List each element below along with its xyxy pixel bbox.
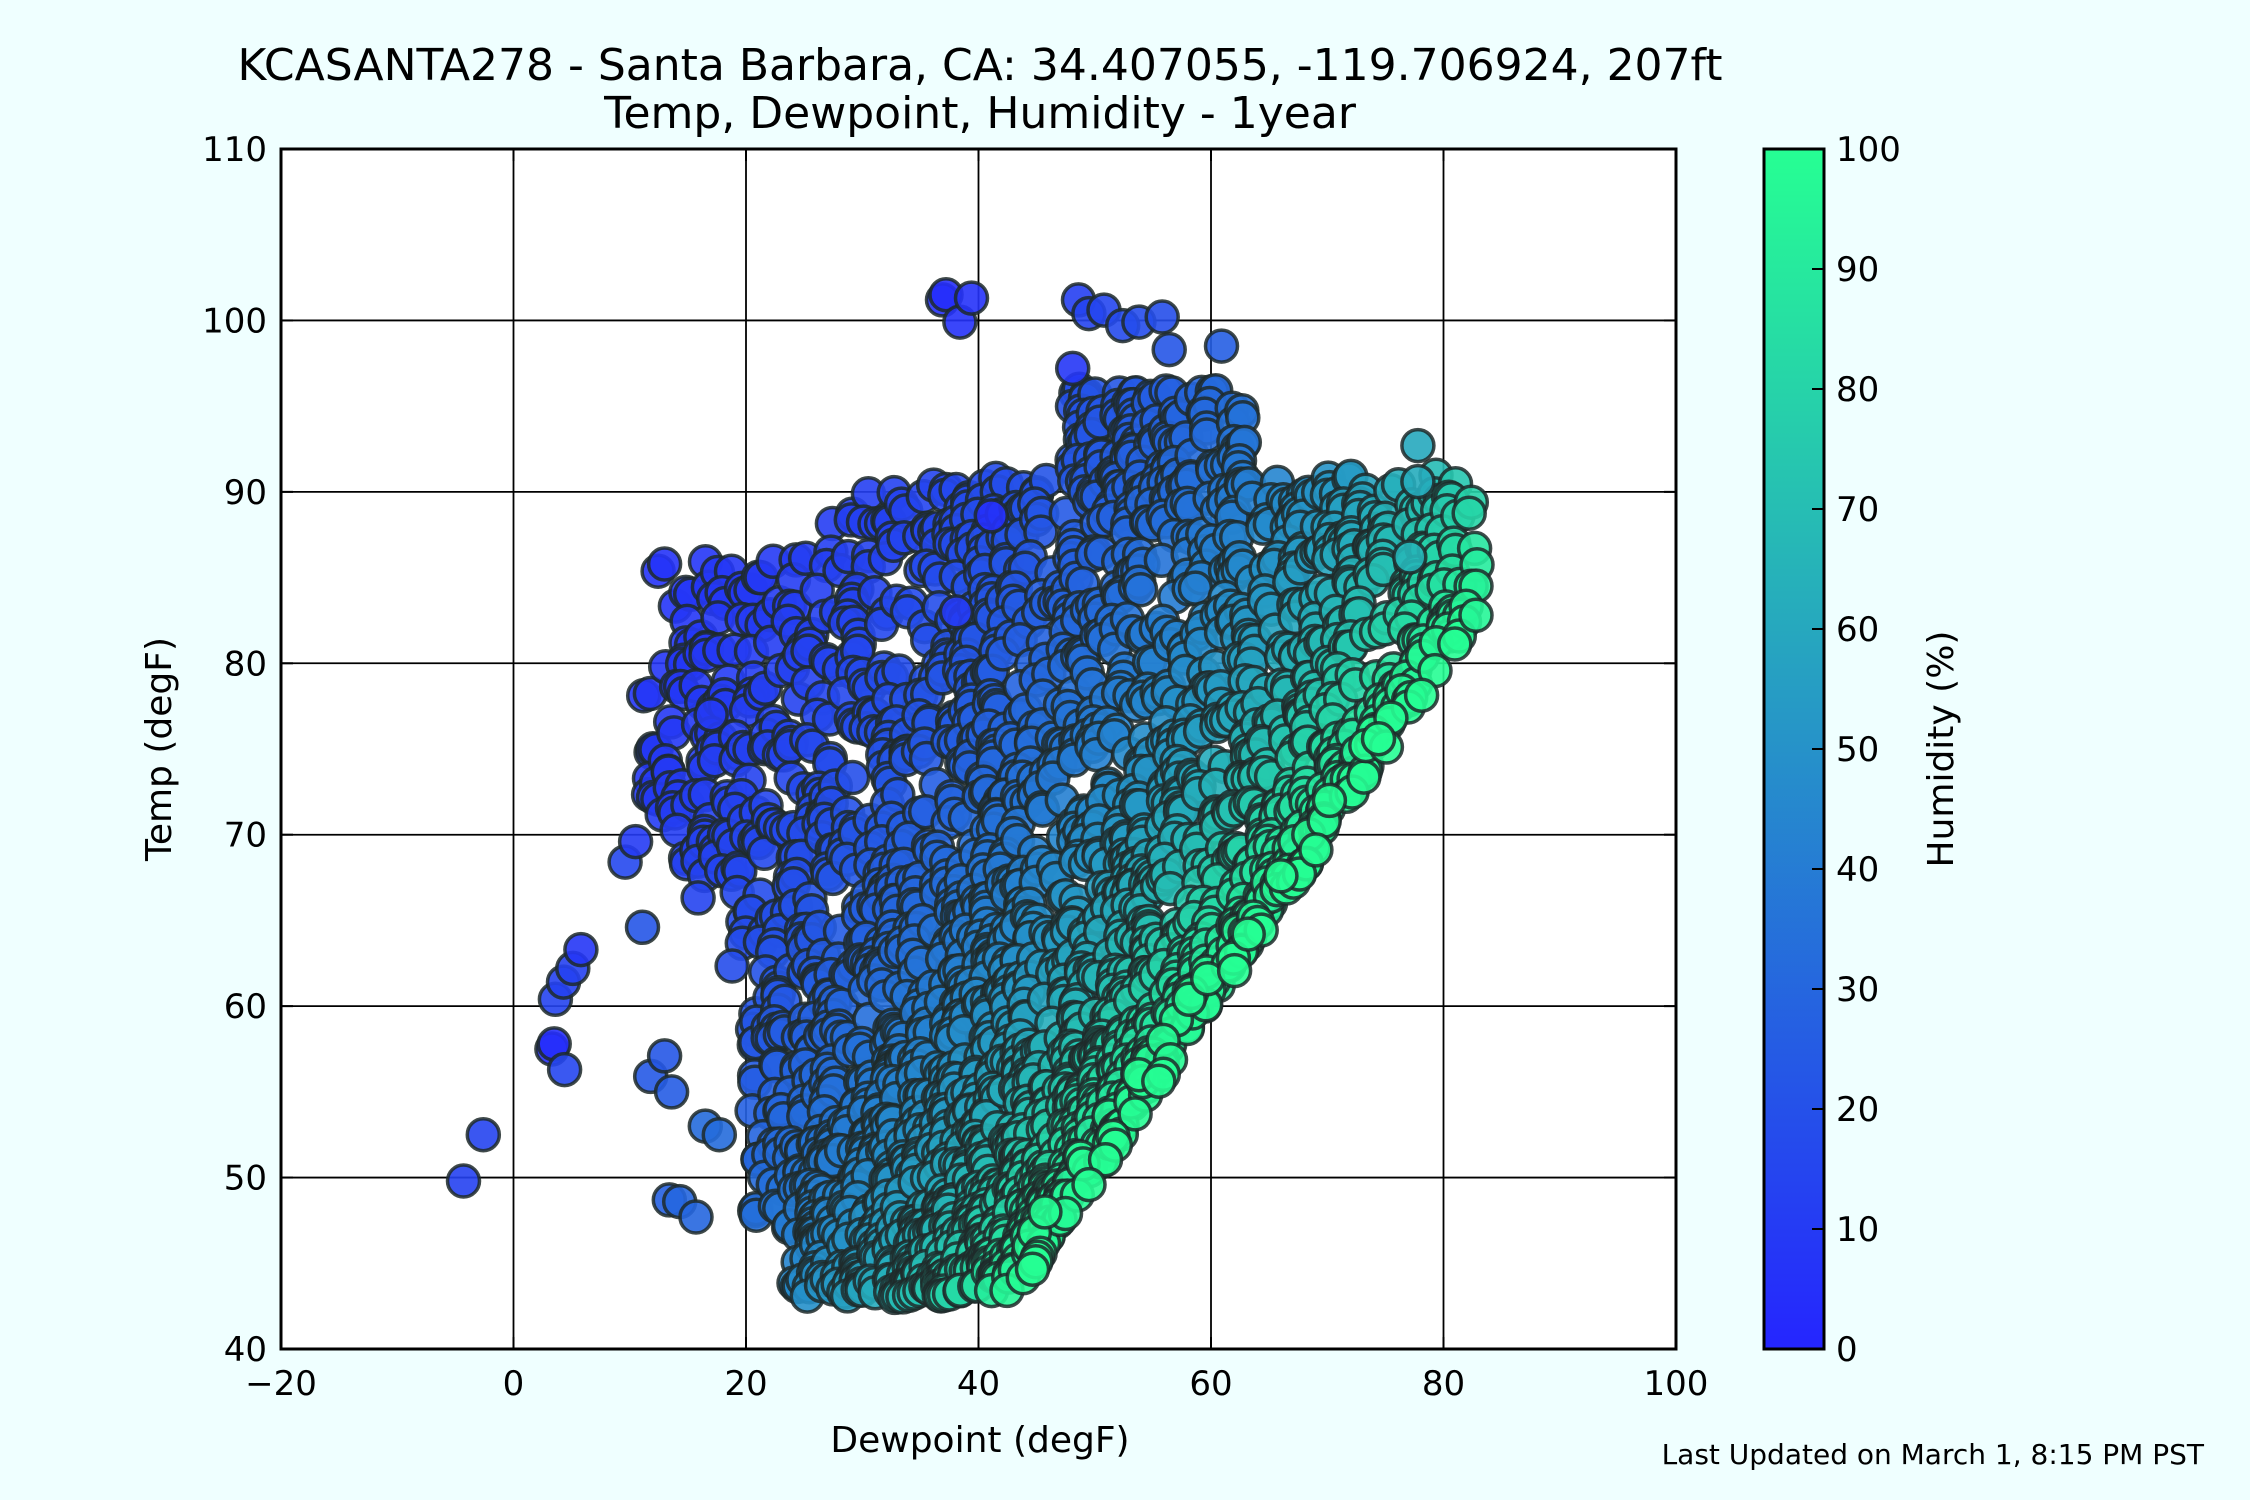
y-tick-label: 50 <box>224 1159 267 1199</box>
scatter-point <box>1392 539 1428 575</box>
scatter-point <box>617 823 654 860</box>
scatter-point <box>1151 331 1187 368</box>
colorbar-tick-label: 70 <box>1836 490 1879 530</box>
colorbar-tick-label: 30 <box>1836 970 1879 1010</box>
scatter-point <box>1437 626 1473 662</box>
scatter-point <box>1117 1096 1153 1132</box>
scatter-point <box>953 280 990 316</box>
x-tick-label: 20 <box>724 1364 767 1404</box>
y-tick-label: 60 <box>224 987 267 1027</box>
scatter-point <box>1311 782 1348 819</box>
scatter-point <box>646 546 683 582</box>
scatter-point <box>624 909 661 946</box>
colorbar-tick-label: 40 <box>1836 850 1879 890</box>
colorbar-tick-label: 10 <box>1836 1210 1879 1250</box>
scatter-point <box>834 759 871 796</box>
y-axis-label: Temp (degF) <box>139 637 180 862</box>
scatter-point <box>680 880 716 916</box>
scatter-point <box>1014 1251 1051 1287</box>
colorbar-tick-label: 100 <box>1836 130 1901 170</box>
scatter-point <box>1451 495 1487 531</box>
scatter-point <box>1263 858 1299 894</box>
scatter-point <box>973 498 1010 534</box>
scatter-point <box>1458 597 1494 634</box>
scatter-point <box>678 1199 714 1235</box>
colorbar-tick-label: 0 <box>1836 1330 1858 1370</box>
colorbar-tick-label: 60 <box>1836 610 1879 650</box>
scatter-point <box>563 931 599 968</box>
colorbar-tick-label: 90 <box>1836 250 1879 290</box>
scatter-point <box>1400 463 1436 500</box>
scatter-point <box>1203 328 1240 364</box>
axis-ticks: −20 0 20 40 60 80 100 40 50 60 70 80 90 100 110 <box>202 130 1708 1404</box>
x-tick-label: −20 <box>245 1364 317 1404</box>
scatter-point <box>546 1051 583 1088</box>
y-tick-label: 100 <box>202 301 267 341</box>
x-tick-label: 40 <box>957 1364 1000 1404</box>
scatter-point <box>1230 916 1266 952</box>
last-updated-footer: Last Updated on March 1, 8:15 PM PST <box>1662 1438 2205 1471</box>
scatter-point <box>693 696 729 733</box>
scatter-point <box>653 1074 690 1110</box>
x-tick-label: 80 <box>1422 1364 1465 1404</box>
y-tick-label: 40 <box>224 1330 267 1370</box>
scatter-point <box>1216 952 1253 989</box>
colorbar-tick-label: 50 <box>1836 730 1879 770</box>
x-tick-label: 100 <box>1644 1364 1709 1404</box>
chart-subtitle: Temp, Dewpoint, Humidity - 1year <box>603 88 1357 139</box>
chart-title: KCASANTA278 - Santa Barbara, CA: 34.4070… <box>237 40 1722 91</box>
scatter-point <box>1144 299 1180 335</box>
y-tick-label: 90 <box>224 473 267 513</box>
scatter-point <box>1141 1063 1177 1099</box>
scatter-point <box>714 948 750 984</box>
scatter-point <box>1071 1166 1107 1203</box>
scatter-point <box>701 1116 738 1153</box>
x-axis-label: Dewpoint (degF) <box>830 1420 1129 1461</box>
scatter-point <box>1087 1141 1124 1178</box>
scatter-point <box>938 594 975 630</box>
scatter-points <box>445 276 1495 1316</box>
y-tick-label: 80 <box>224 644 267 684</box>
colorbar-ticks: 0 10 20 30 40 50 60 70 80 90 100 <box>1812 130 1901 1370</box>
scatter-point <box>1027 1194 1063 1230</box>
x-tick-label: 0 <box>503 1364 525 1404</box>
scatter-point <box>1298 832 1334 868</box>
scatter-point <box>1122 571 1159 608</box>
colorbar-label: Humidity (%) <box>1921 631 1962 868</box>
x-tick-label: 60 <box>1189 1364 1232 1404</box>
scatter-point <box>1403 677 1440 713</box>
colorbar-tick-label: 80 <box>1836 370 1879 410</box>
scatter-point <box>1360 720 1397 757</box>
colorbar-tick-label: 20 <box>1836 1090 1879 1130</box>
scatter-point <box>1400 427 1436 464</box>
y-tick-label: 70 <box>224 816 267 856</box>
scatter-point <box>1177 570 1214 606</box>
scatter-point <box>445 1163 482 1199</box>
scatter-point <box>1346 759 1382 795</box>
scatter-point <box>646 1038 683 1074</box>
scatter-point <box>465 1116 502 1153</box>
y-tick-label: 110 <box>202 130 267 170</box>
scatter-point <box>1054 350 1091 387</box>
